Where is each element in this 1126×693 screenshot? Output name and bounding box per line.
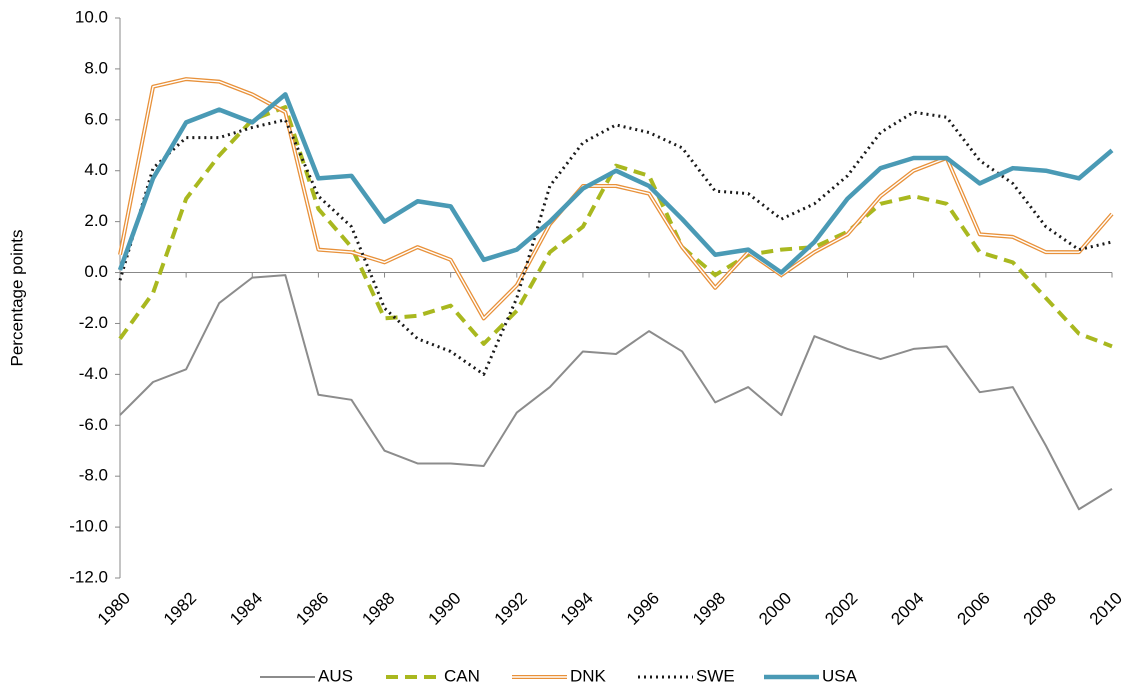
x-tick-label: 1996 — [623, 589, 663, 629]
y-tick-label: -4.0 — [79, 364, 108, 383]
x-tick-label: 2008 — [1020, 589, 1060, 629]
x-tick-label: 2000 — [755, 589, 795, 629]
y-tick-label: 10.0 — [75, 7, 108, 26]
y-tick-label: 6.0 — [84, 109, 108, 128]
x-tick-label: 2002 — [821, 589, 861, 629]
x-tick-label: 1980 — [94, 589, 134, 629]
x-tick-label: 2004 — [887, 589, 927, 629]
x-tick-label: 1990 — [424, 589, 464, 629]
legend-label: SWE — [696, 666, 735, 685]
x-tick-label: 2006 — [954, 589, 994, 629]
y-tick-label: -6.0 — [79, 415, 108, 434]
y-tick-label: 8.0 — [84, 58, 108, 77]
y-tick-label: -8.0 — [79, 466, 108, 485]
legend-label: AUS — [318, 666, 353, 685]
x-tick-label: 1984 — [226, 589, 266, 629]
y-tick-label: -10.0 — [69, 517, 108, 536]
x-tick-label: 1986 — [292, 589, 332, 629]
x-tick-label: 2010 — [1086, 589, 1126, 629]
line — [119, 274, 1113, 511]
legend-label: CAN — [444, 666, 480, 685]
x-tick-label: 1988 — [358, 589, 398, 629]
line — [118, 110, 1113, 376]
legend-label: USA — [822, 666, 858, 685]
x-tick-label: 1992 — [491, 589, 531, 629]
legend-label: DNK — [570, 666, 607, 685]
line — [117, 92, 1114, 275]
y-tick-label: 4.0 — [84, 160, 108, 179]
y-tick-label: 0.0 — [84, 262, 108, 281]
line — [118, 105, 1113, 349]
y-axis-label: Percentage points — [7, 229, 26, 366]
x-tick-label: 1982 — [160, 589, 200, 629]
y-tick-label: -2.0 — [79, 313, 108, 332]
x-tick-label: 1994 — [557, 589, 597, 629]
x-tick-label: 1998 — [689, 589, 729, 629]
y-tick-label: -12.0 — [69, 567, 108, 586]
y-tick-label: 2.0 — [84, 211, 108, 230]
